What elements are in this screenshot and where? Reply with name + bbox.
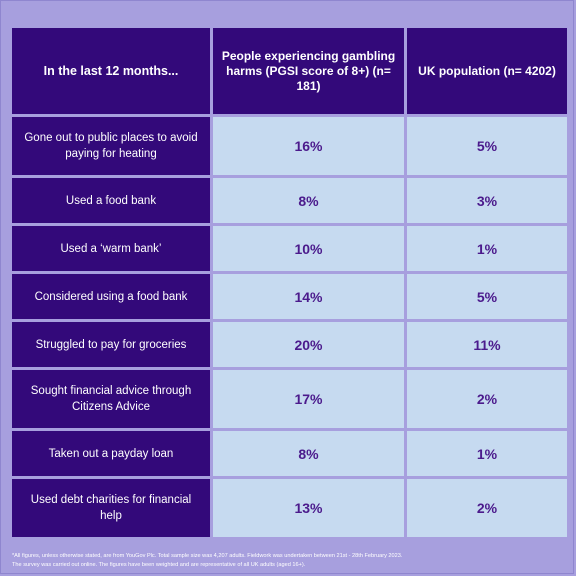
header-period: In the last 12 months...: [12, 28, 210, 114]
row-label-food-bank: Used a food bank: [12, 178, 210, 223]
row-value-payday-loan-uk: 1%: [407, 431, 567, 476]
header-uk-population: UK population (n= 4202): [407, 28, 567, 114]
row-value-heating-uk: 5%: [407, 117, 567, 175]
row-label-citizens-advice: Sought financial advice through Citizens…: [12, 370, 210, 428]
row-value-heating-harms: 16%: [213, 117, 404, 175]
row-label-groceries: Struggled to pay for groceries: [12, 322, 210, 367]
row-label-debt-charities: Used debt charities for financial help: [12, 479, 210, 537]
row-value-food-bank-harms: 8%: [213, 178, 404, 223]
row-value-debt-charities-uk: 2%: [407, 479, 567, 537]
header-gambling-harms: People experiencing gambling harms (PGSI…: [213, 28, 404, 114]
footnote-line-1: *All figures, unless otherwise stated, a…: [12, 553, 403, 559]
row-value-warm-bank-harms: 10%: [213, 226, 404, 271]
footnote: *All figures, unless otherwise stated, a…: [12, 552, 568, 570]
row-value-debt-charities-harms: 13%: [213, 479, 404, 537]
row-value-citizens-advice-harms: 17%: [213, 370, 404, 428]
row-value-considered-food-bank-uk: 5%: [407, 274, 567, 319]
row-label-considered-food-bank: Considered using a food bank: [12, 274, 210, 319]
row-value-citizens-advice-uk: 2%: [407, 370, 567, 428]
results-table: In the last 12 months... People experien…: [12, 28, 567, 540]
row-value-food-bank-uk: 3%: [407, 178, 567, 223]
row-value-warm-bank-uk: 1%: [407, 226, 567, 271]
row-label-heating: Gone out to public places to avoid payin…: [12, 117, 210, 175]
row-value-payday-loan-harms: 8%: [213, 431, 404, 476]
row-label-warm-bank: Used a ‘warm bank’: [12, 226, 210, 271]
row-value-groceries-harms: 20%: [213, 322, 404, 367]
footnote-line-2: The survey was carried out online. The f…: [12, 562, 306, 568]
row-label-payday-loan: Taken out a payday loan: [12, 431, 210, 476]
row-value-groceries-uk: 11%: [407, 322, 567, 367]
row-value-considered-food-bank-harms: 14%: [213, 274, 404, 319]
